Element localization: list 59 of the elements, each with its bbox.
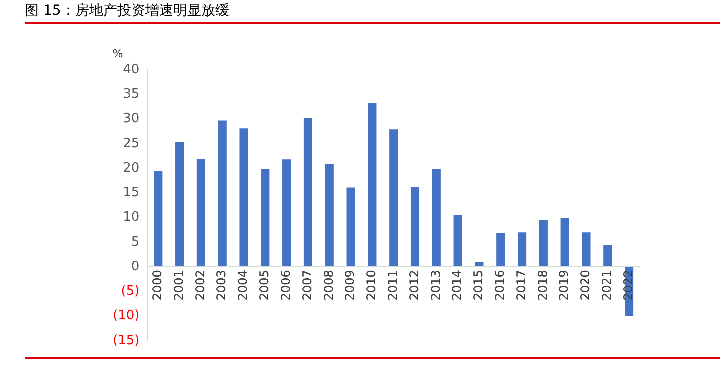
y-tick-label: 15 xyxy=(123,186,140,201)
y-tick-label: (10) xyxy=(113,308,140,324)
bar xyxy=(410,187,420,268)
y-tick-label: (15) xyxy=(113,333,140,348)
x-tick-label: 2014 xyxy=(450,270,464,301)
bar xyxy=(368,104,377,268)
x-tick-label: 2002 xyxy=(193,270,208,301)
x-tick-label: 2019 xyxy=(557,270,572,301)
bar xyxy=(282,160,292,268)
x-tick-label: 2017 xyxy=(514,270,528,301)
bar xyxy=(432,170,441,268)
bar xyxy=(325,164,334,268)
bar xyxy=(304,118,313,268)
bar xyxy=(582,232,591,268)
x-tick-label: 2020 xyxy=(578,270,593,301)
bar xyxy=(496,233,506,268)
bar xyxy=(475,262,484,268)
x-tick-label: 2004 xyxy=(236,270,250,301)
x-tick-label: 2008 xyxy=(322,270,336,301)
bar xyxy=(518,232,527,268)
x-tick-label: 2007 xyxy=(300,270,314,301)
y-tick-label: 10 xyxy=(123,210,140,226)
bar xyxy=(154,171,163,268)
bar xyxy=(196,159,206,268)
chart-title: 图 15：房地产投资增速明显放缓 xyxy=(25,2,230,20)
y-tick-label: (5) xyxy=(121,284,140,300)
y-tick-label: 30 xyxy=(123,112,140,127)
y-tick-label: 0 xyxy=(131,259,140,274)
bar xyxy=(218,120,227,268)
x-tick-label: 2006 xyxy=(278,270,293,301)
bar xyxy=(261,170,270,268)
x-tick-label: 2003 xyxy=(214,270,229,301)
y-tick-label: 40 xyxy=(123,62,140,78)
y-axis-title: % xyxy=(112,47,124,60)
y-tick-label: 35 xyxy=(123,87,140,102)
x-tick-label: 2009 xyxy=(343,270,358,301)
x-tick-label: 2015 xyxy=(472,270,486,301)
x-tick-label: 2013 xyxy=(428,270,443,301)
bar xyxy=(454,215,462,268)
x-tick-label: 2018 xyxy=(536,270,550,301)
bar xyxy=(390,130,398,268)
x-tick-label: 2016 xyxy=(492,270,507,301)
bar xyxy=(560,218,570,268)
y-tick-label: 25 xyxy=(123,136,140,152)
x-tick-label: 2001 xyxy=(172,270,186,301)
bar xyxy=(604,245,612,268)
y-tick-label: 20 xyxy=(123,160,140,176)
x-tick-label: 2011 xyxy=(386,270,400,301)
y-tick-label: 5 xyxy=(131,234,140,250)
bar xyxy=(176,142,184,268)
x-tick-label: 2010 xyxy=(364,270,379,301)
bar xyxy=(346,188,356,268)
x-tick-label: 2000 xyxy=(150,270,165,301)
x-tick-label: 2012 xyxy=(407,270,422,301)
bar xyxy=(240,128,248,268)
x-tick-label: 2022 xyxy=(621,270,636,301)
bar xyxy=(539,220,548,268)
x-tick-label: 2021 xyxy=(600,270,614,301)
x-tick-label: 2005 xyxy=(258,270,272,301)
